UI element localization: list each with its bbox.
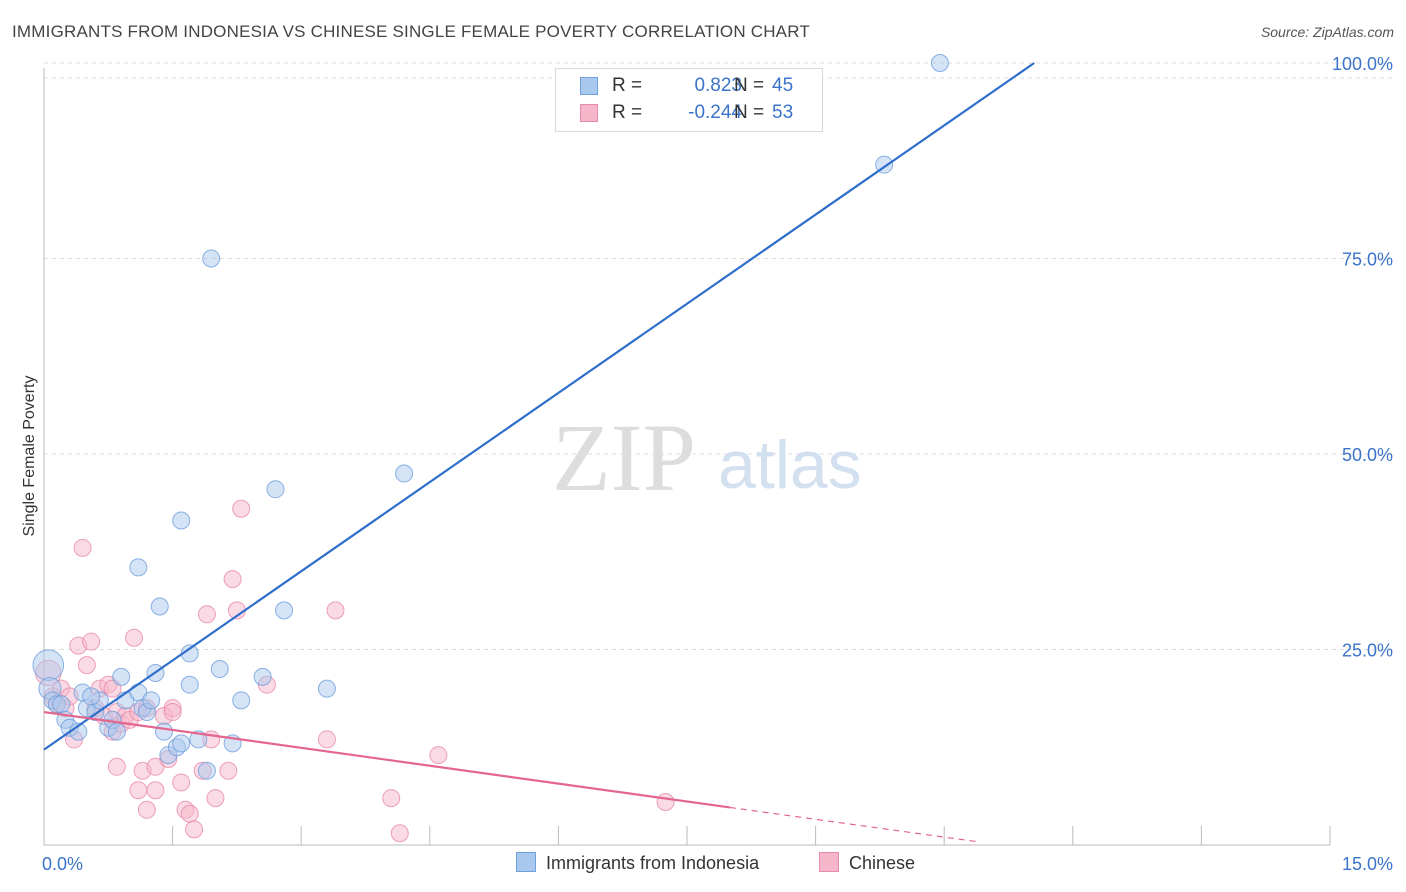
- chinese-points: [35, 499, 675, 843]
- indonesia-point: [253, 667, 272, 686]
- legend-item-indonesia[interactable]: Immigrants from Indonesia: [516, 852, 759, 874]
- chinese-point: [163, 703, 182, 722]
- indonesia-legend-swatch: [516, 852, 536, 872]
- tick-labels: 25.0% 50.0% 75.0% 100.0% 0.0% 15.0%: [42, 54, 1393, 874]
- indonesia-point: [275, 601, 294, 620]
- indonesia-point: [142, 691, 161, 710]
- indonesia-point: [197, 761, 216, 780]
- watermark: ZIP atlas: [552, 404, 862, 511]
- chinese-point: [129, 781, 148, 800]
- indonesia-point: [150, 597, 169, 616]
- indonesia-point: [232, 691, 251, 710]
- y-tick-label: 100.0%: [1332, 54, 1393, 74]
- source-credit: Source: ZipAtlas.com: [1260, 24, 1394, 40]
- chinese-point: [137, 800, 156, 819]
- x-tick-label: 0.0%: [42, 854, 83, 874]
- x-tick-label: 15.0%: [1342, 854, 1393, 874]
- y-tick-label: 25.0%: [1342, 641, 1393, 661]
- stats-legend: R = 0.823 N = 45 R = -0.244 N = 53: [555, 68, 823, 132]
- indonesia-point: [202, 249, 221, 268]
- indonesia-point: [930, 54, 949, 72]
- n-value: 53: [772, 102, 794, 123]
- watermark-zip: ZIP: [552, 404, 696, 511]
- chinese-point: [390, 824, 409, 843]
- grid-lines: [44, 62, 1395, 650]
- chinese-swatch: [580, 104, 598, 122]
- y-tick-label: 50.0%: [1342, 445, 1393, 465]
- watermark-atlas: atlas: [718, 427, 862, 503]
- indonesia-point: [112, 667, 131, 686]
- r-label: R =: [612, 75, 643, 96]
- chinese-point: [197, 605, 216, 624]
- indonesia-point: [317, 679, 336, 698]
- chinese-point: [73, 538, 92, 557]
- chinese-point: [82, 632, 101, 651]
- chinese-point: [77, 656, 96, 675]
- chinese-point: [219, 761, 238, 780]
- chinese-point: [125, 628, 144, 647]
- n-value: 45: [772, 75, 794, 96]
- r-value: -0.244: [688, 102, 742, 123]
- indonesia-trendline: [43, 62, 1035, 751]
- legend-label-indonesia: Immigrants from Indonesia: [546, 853, 760, 873]
- chinese-point: [172, 773, 191, 792]
- r-value: 0.823: [694, 75, 742, 96]
- chinese-point: [429, 746, 448, 765]
- indonesia-point: [180, 675, 199, 694]
- chinese-point: [107, 757, 126, 776]
- chinese-point: [326, 601, 345, 620]
- n-label: N =: [734, 102, 765, 123]
- chinese-point: [180, 804, 199, 823]
- chinese-point: [232, 499, 251, 518]
- chinese-point: [146, 781, 165, 800]
- y-axis-label: Single Female Poverty: [21, 375, 38, 537]
- indonesia-point: [32, 649, 65, 681]
- chinese-point: [656, 792, 675, 811]
- axes: [43, 68, 1331, 846]
- chinese-point: [382, 789, 401, 808]
- indonesia-point: [172, 511, 191, 530]
- chart-title: IMMIGRANTS FROM INDONESIA VS CHINESE SIN…: [12, 22, 810, 41]
- indonesia-point: [210, 660, 229, 679]
- chinese-point: [206, 789, 225, 808]
- r-label: R =: [612, 102, 643, 123]
- indonesia-points: [32, 54, 949, 780]
- indonesia-point: [395, 464, 414, 483]
- chinese-trendline-extension: [729, 806, 979, 843]
- y-tick-label: 75.0%: [1342, 250, 1393, 270]
- indonesia-point: [129, 558, 148, 577]
- indonesia-swatch: [580, 77, 598, 95]
- indonesia-point: [82, 687, 101, 706]
- chinese-point: [317, 730, 336, 749]
- legend-item-chinese[interactable]: Chinese: [819, 852, 915, 874]
- indonesia-point: [155, 722, 174, 741]
- legend-label-chinese: Chinese: [849, 853, 916, 873]
- trendlines: [43, 62, 1035, 843]
- indonesia-point: [266, 480, 285, 499]
- indonesia-point: [107, 722, 126, 741]
- chinese-point: [223, 570, 242, 589]
- chinese-point: [185, 820, 204, 839]
- chinese-trendline: [43, 710, 731, 809]
- indonesia-point: [172, 734, 191, 753]
- indonesia-point: [52, 695, 71, 714]
- chinese-legend-swatch: [819, 852, 839, 872]
- n-label: N =: [734, 75, 765, 96]
